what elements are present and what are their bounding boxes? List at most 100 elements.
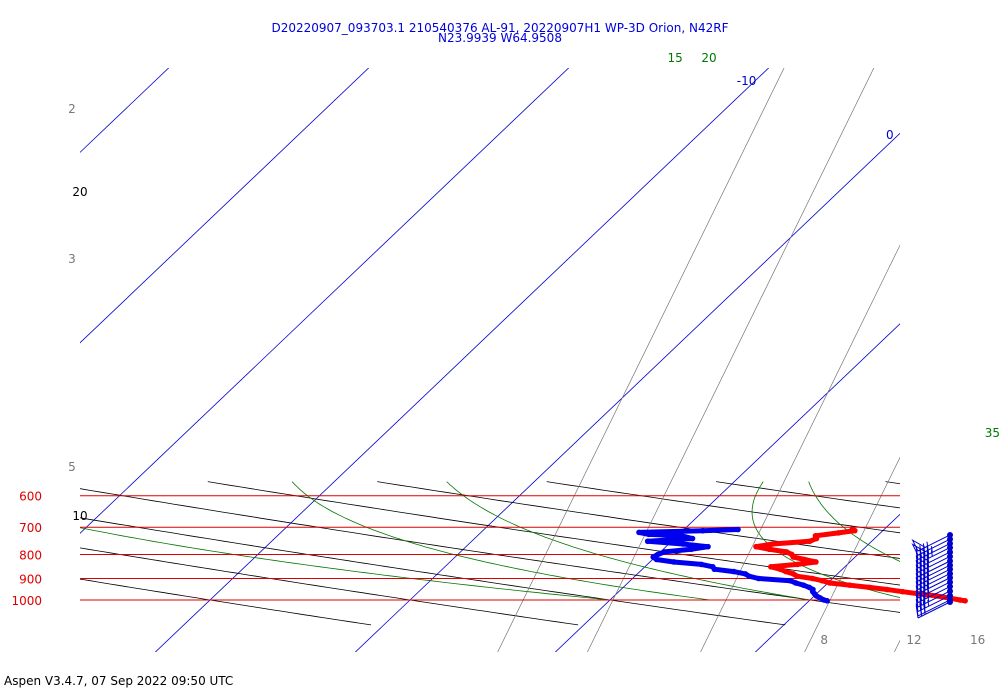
- mixing-ratio-line: [497, 68, 785, 652]
- wind-barb: [915, 599, 953, 619]
- profile-point: [698, 561, 705, 568]
- pressure-label: 700: [19, 521, 42, 535]
- pressure-label: 800: [19, 548, 42, 562]
- profile-point: [678, 532, 685, 539]
- profile-point: [813, 535, 820, 542]
- profile-point: [899, 588, 906, 595]
- dry-adiabat-line: [546, 481, 900, 534]
- pressure-label: 1000: [11, 594, 42, 608]
- dry-adiabat-line: [80, 488, 900, 613]
- profile-point: [794, 573, 800, 580]
- mixing-ratio-label: 5: [68, 460, 76, 474]
- profile-point: [813, 559, 819, 565]
- profile-point: [688, 546, 695, 553]
- mixing-ratio-line: [700, 244, 900, 652]
- wind-barb: [915, 579, 953, 599]
- dry-adiabat-line: [80, 578, 372, 626]
- moist-adiabat-line: [808, 481, 900, 562]
- isotherm-label: -10: [737, 74, 757, 88]
- moist-adiabat-line: [80, 527, 611, 601]
- profile-point: [962, 598, 968, 604]
- profile-point: [793, 580, 799, 586]
- profile-point: [783, 549, 790, 555]
- isotherm-line: [154, 68, 770, 652]
- profile-point: [746, 573, 752, 580]
- profile-point: [731, 568, 737, 575]
- profile-point: [770, 541, 776, 547]
- wind-barb: [915, 566, 953, 586]
- dry-adiabat-label: 20: [72, 185, 87, 199]
- mixing-ratio-line: [948, 38, 1000, 672]
- profile-point: [824, 598, 830, 604]
- pressure-label: 600: [19, 490, 42, 504]
- profile-point: [655, 551, 661, 558]
- profile-point: [801, 556, 808, 563]
- isotherm-line: [354, 132, 900, 652]
- profile-point: [636, 529, 642, 536]
- profile-point: [700, 527, 706, 534]
- moist-adiabat-line: [291, 481, 711, 601]
- profile-point: [735, 526, 741, 533]
- dewpoint-profile: [636, 526, 830, 604]
- profile-point: [809, 575, 816, 582]
- chart-title: D20220907_093703.1 210540376 AL-91, 2022…: [271, 21, 729, 35]
- footer-info: Aspen V3.4.7, 07 Sep 2022 09:50 UTC: [4, 674, 234, 688]
- wind-barb-column: [911, 531, 953, 619]
- profile-point: [705, 543, 711, 550]
- profile-point: [766, 546, 773, 553]
- profile-point: [866, 584, 873, 591]
- profile-point: [755, 575, 762, 582]
- dry-adiabat-line: [716, 481, 900, 509]
- profile-point: [819, 577, 826, 584]
- dry-adiabat-line: [80, 517, 786, 626]
- profile-point: [680, 541, 686, 547]
- dry-adiabat-label: 10: [72, 509, 87, 523]
- profile-point: [957, 597, 963, 603]
- isotherm-line: [934, 48, 1000, 672]
- mixing-ratio-label: 2: [68, 102, 76, 116]
- pressure-label: 900: [19, 572, 42, 586]
- profile-point: [827, 580, 833, 586]
- mixing-ratio-label: 8: [820, 633, 828, 647]
- moist-adiabat-line: [979, 482, 1000, 600]
- profile-point: [806, 538, 813, 545]
- dry-adiabat-line: [80, 547, 579, 626]
- isotherm-label: 0: [886, 128, 894, 142]
- profile-point: [846, 582, 853, 588]
- isotherm-line: [80, 68, 170, 153]
- dry-adiabat-line: [377, 481, 900, 559]
- chart-subtitle: N23.9939 W64.9508: [438, 31, 562, 45]
- profile-point: [852, 527, 858, 534]
- mixing-ratio-label: 3: [68, 252, 76, 266]
- moist-adiabat-line: [446, 481, 811, 601]
- profile-point: [884, 586, 890, 593]
- moist-adiabat-label: 35: [985, 426, 1000, 440]
- mixing-ratio-line: [804, 456, 900, 652]
- isotherm-line: [754, 513, 900, 652]
- mixing-ratio-label: 12: [906, 633, 921, 647]
- dry-adiabat-line: [207, 481, 900, 586]
- mixing-ratio-label: 16: [970, 633, 985, 647]
- profile-point: [800, 582, 807, 588]
- profile-point: [787, 577, 794, 584]
- profile-point: [753, 543, 759, 550]
- profile-point: [790, 554, 796, 560]
- profile-point: [835, 530, 842, 536]
- wind-barb: [915, 588, 953, 608]
- profile-point: [794, 561, 801, 568]
- background-grid: [80, 38, 1000, 672]
- isotherm-line: [554, 323, 900, 652]
- profile-point: [783, 568, 789, 575]
- profile-point: [646, 531, 652, 538]
- isotherm-line: [80, 68, 570, 534]
- isotherm-line: [80, 68, 370, 344]
- profile-point: [653, 556, 660, 563]
- profile-point: [768, 564, 774, 570]
- profile-point: [671, 559, 677, 565]
- profile-point: [711, 566, 718, 573]
- profile-point: [661, 549, 668, 555]
- wind-barb: [915, 592, 953, 613]
- profile-point: [689, 535, 696, 542]
- moist-adiabat-label: 20: [701, 51, 716, 65]
